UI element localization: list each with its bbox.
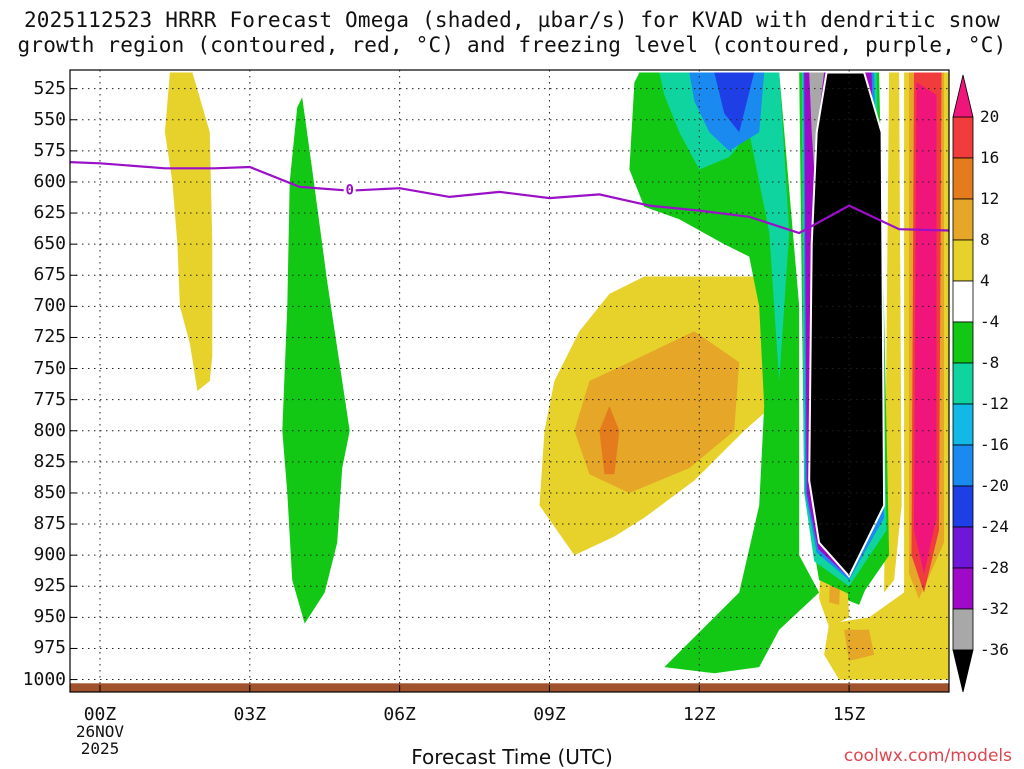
y-tick-label-775: 775 [33,388,66,410]
colorbar-label-12: 12 [980,189,1000,208]
colorbar-box--20-to--16 [952,444,974,487]
y-tick-label-950: 950 [33,606,66,628]
colorbar-box--12-to--8 [952,362,974,405]
colorbar-box--4-to-4 [952,280,974,323]
colorbar-box--8-to--4 [952,321,974,364]
y-tick-label-850: 850 [33,481,66,503]
colorbar-label-4: 4 [980,271,990,290]
colorbar-max-arrow [952,74,974,118]
omega-region-orange-bottom-15z [844,629,875,661]
colorbar-min-arrow [952,649,974,693]
y-tick-label-925: 925 [33,575,66,597]
colorbar-box--36-to--32 [952,608,974,651]
colorbar-label--20: -20 [980,476,1009,495]
omega-region-band-yellow-15z [884,72,902,593]
x-axis-title: Forecast Time (UTC) [411,745,613,769]
colorbar-box-4-to-8 [952,239,974,282]
y-tick-label-550: 550 [33,108,66,130]
colorbar-label--24: -24 [980,517,1009,536]
plot-frame [69,69,950,693]
omega-region-orange-core-10z [599,405,620,475]
colorbar-box-16-to-20 [952,116,974,159]
colorbar-label--12: -12 [980,394,1009,413]
watermark: coolwx.com/models [843,746,1012,766]
omega-core-outline [808,71,886,579]
colorbar-box--24-to--20 [952,485,974,528]
colorbar-box--32-to--28 [952,567,974,610]
y-tick-label-1000: 1000 [22,668,66,690]
y-tick-label-675: 675 [33,264,66,286]
omega-region-darkblue-top-12z [714,72,755,133]
colorbar-label--32: -32 [980,599,1009,618]
omega-region-teal-top-10z [659,72,790,381]
omega-region-grey-cap-15z [809,72,825,170]
x-tick-label-12Z: 12Z [683,704,716,725]
y-tick-label-525: 525 [33,77,66,99]
colorbar-label-16: 16 [980,148,1000,167]
omega-region-green-band-04z [282,97,350,624]
freezing-level-line [70,161,949,235]
surface-terrain-band [70,683,949,692]
y-tick-label-600: 600 [33,170,66,192]
y-tick-label-750: 750 [33,357,66,379]
y-tick-label-625: 625 [33,202,66,224]
x-date-label: 26NOV [75,722,125,741]
colorbar-label-8: 8 [980,230,990,249]
colorbar-box-12-to-16 [952,157,974,200]
y-tick-label-900: 900 [33,544,66,566]
chart-title-line-1: 2025112523 HRRR Forecast Omega (shaded, … [23,8,1001,32]
colorbar-label--8: -8 [980,353,1000,372]
x-tick-label-06Z: 06Z [383,704,416,725]
omega-region-right-magenta [914,82,937,574]
y-tick-label-725: 725 [33,326,66,348]
omega-region-black-core-15z [809,72,885,577]
colorbar-box--16-to--12 [952,403,974,446]
y-tick-label-700: 700 [33,295,66,317]
x-tick-label-09Z: 09Z [533,704,566,725]
chart-title-line-2: growth region (contoured, red, °C) and f… [17,33,1007,57]
y-tick-label-875: 875 [33,513,66,535]
y-tick-label-575: 575 [33,139,66,161]
omega-region-yellow-band-0130z [164,72,213,391]
x-tick-label-03Z: 03Z [233,704,267,725]
x-year-label: 2025 [80,739,120,758]
colorbar-box--28-to--24 [952,526,974,569]
y-tick-label-975: 975 [33,637,66,659]
colorbar-box-8-to-12 [952,198,974,241]
colorbar-label-20: 20 [980,107,1000,126]
y-tick-label-825: 825 [33,450,66,472]
y-tick-label-800: 800 [33,419,66,441]
freezing-level-label: 0 [345,182,353,198]
colorbar-label--16: -16 [980,435,1009,454]
colorbar-label--36: -36 [980,640,1009,659]
x-tick-label-00Z: 00Z [83,704,117,725]
freezing-level-label-bg [343,180,356,197]
x-tick-label-15Z: 15Z [832,704,866,725]
colorbar-label--4: -4 [980,312,1000,331]
colorbar-label--28: -28 [980,558,1009,577]
y-tick-label-650: 650 [33,233,66,255]
